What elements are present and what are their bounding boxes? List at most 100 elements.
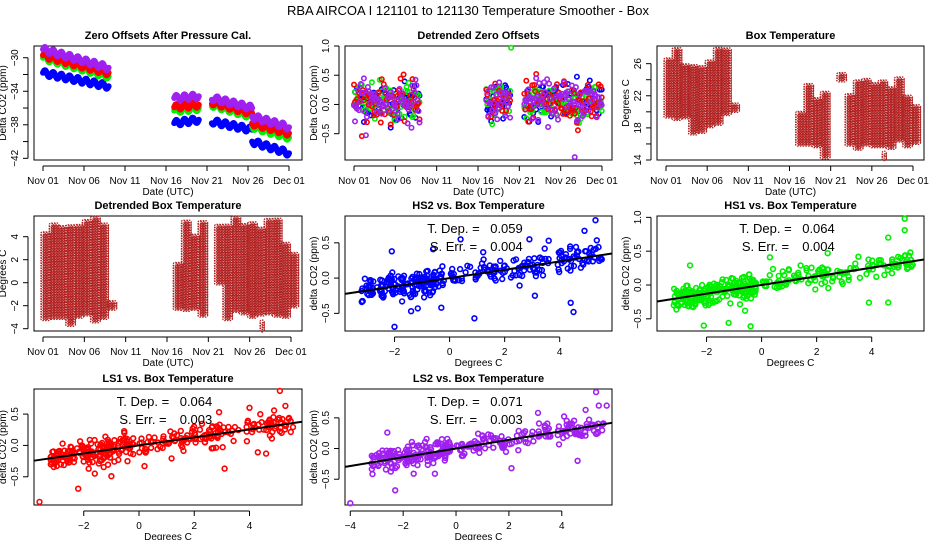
- temperature-point: [726, 82, 732, 89]
- y-tick-label: 2: [10, 256, 21, 262]
- point-ls2: [407, 102, 414, 109]
- point-ls1: [503, 107, 510, 114]
- temperature-point: [45, 251, 52, 258]
- temperature-point: [701, 125, 708, 132]
- temperature-point: [676, 49, 683, 56]
- x-tick-label: Nov 11: [110, 347, 141, 358]
- x-tick-label: Nov 01: [338, 176, 370, 187]
- x-tick-label: Nov 21: [503, 176, 535, 187]
- y-axis-label: Delta CO2 (ppm): [309, 65, 320, 141]
- point-hs2: [586, 77, 593, 84]
- x-tick-label: Nov 06: [379, 176, 411, 187]
- temperature-point: [825, 103, 831, 109]
- y-tick-label: 26: [633, 58, 644, 70]
- point-ls2: [535, 116, 542, 123]
- temperature-point: [899, 94, 905, 100]
- temperature-point: [45, 243, 52, 250]
- temperature-point: [899, 88, 905, 95]
- temperature-point: [726, 95, 732, 102]
- temperature-point: [45, 310, 52, 317]
- temperature-point: [676, 62, 683, 68]
- temperature-point: [912, 124, 919, 130]
- point-ls2: [413, 82, 420, 89]
- temperature-point: [816, 102, 823, 108]
- temperature-point: [726, 90, 732, 97]
- point-ls2: [363, 113, 370, 120]
- point-ls2: [378, 110, 385, 117]
- point-ls2: [364, 84, 371, 91]
- temperature-point: [816, 119, 823, 126]
- temperature-point: [825, 118, 831, 125]
- point-ls2: [195, 93, 202, 100]
- temperature-point: [899, 81, 905, 88]
- temperature-point: [45, 307, 52, 314]
- temperature-point: [717, 117, 724, 124]
- point-ls2: [370, 90, 377, 97]
- temperature-point: [45, 231, 52, 237]
- temperature-point: [816, 114, 823, 121]
- x-tick-label: Nov 21: [815, 176, 847, 187]
- point-ls2: [355, 107, 362, 114]
- point-hs1: [598, 107, 605, 114]
- point-ls2: [592, 93, 599, 100]
- temperature-point: [825, 131, 831, 137]
- temperature-point: [808, 90, 815, 97]
- temperature-point: [45, 261, 52, 268]
- point-ls2: [387, 89, 394, 96]
- temperature-point: [907, 94, 914, 101]
- x-tick-label: Nov 11: [421, 176, 452, 187]
- panel-title: Detrended Box Temperature: [94, 200, 241, 212]
- point-ls1: [491, 96, 498, 103]
- y-tick-label: −38: [10, 116, 21, 133]
- temperature-point: [726, 47, 732, 53]
- y-tick-label: −30: [10, 49, 21, 66]
- point-ls2: [527, 98, 534, 105]
- point-hs2: [105, 83, 112, 90]
- plot-frame: [33, 45, 303, 161]
- x-axis-label: Date (UTC): [142, 187, 193, 198]
- point-ls2: [356, 98, 363, 105]
- temperature-point: [45, 305, 52, 311]
- temperature-point: [910, 124, 916, 130]
- point-ls2: [563, 104, 570, 111]
- point-ls2: [484, 88, 491, 95]
- point-ls2: [105, 64, 112, 71]
- point-ls1: [484, 91, 491, 98]
- point-ls1: [400, 71, 407, 78]
- temperature-point: [915, 139, 922, 146]
- x-tick-label: Nov 06: [691, 176, 723, 187]
- temperature-point: [907, 140, 914, 146]
- panel-zero-offsets: Zero Offsets After Pressure Cal.Nov 01 No…: [0, 30, 305, 198]
- y-axis-label: Degrees C: [621, 79, 632, 127]
- temperature-point: [45, 233, 52, 240]
- temperature-point: [890, 124, 897, 130]
- point-ls2: [414, 97, 421, 104]
- x-tick-label: Nov 16: [150, 176, 182, 187]
- x-tick-label: Nov 01: [650, 176, 682, 187]
- x-tick-label: Nov 26: [856, 176, 888, 187]
- x-axis-label: Date (UTC): [453, 187, 504, 198]
- point-ls2: [576, 91, 583, 98]
- x-tick-label: Nov 26: [232, 176, 264, 187]
- point-ls2: [594, 104, 601, 111]
- temperature-point: [907, 99, 914, 106]
- point-ls1: [523, 77, 530, 84]
- temperature-point: [915, 129, 922, 136]
- temperature-point: [915, 134, 922, 141]
- series-points: [40, 44, 292, 159]
- y-tick-label: −34: [10, 82, 21, 99]
- point-ls1: [387, 121, 394, 128]
- x-tick-label: Nov 16: [462, 176, 494, 187]
- point-hs1: [368, 79, 375, 86]
- point-ls1: [415, 100, 422, 107]
- point-ls2: [496, 79, 503, 86]
- point-ls2: [505, 103, 512, 110]
- temperature-point: [45, 315, 52, 322]
- temperature-point: [825, 153, 831, 160]
- temperature-point: [825, 138, 831, 145]
- y-tick-label: 18: [633, 122, 644, 134]
- point-ls2: [388, 94, 395, 101]
- point-hs2: [360, 119, 367, 126]
- point-ls2: [393, 97, 400, 104]
